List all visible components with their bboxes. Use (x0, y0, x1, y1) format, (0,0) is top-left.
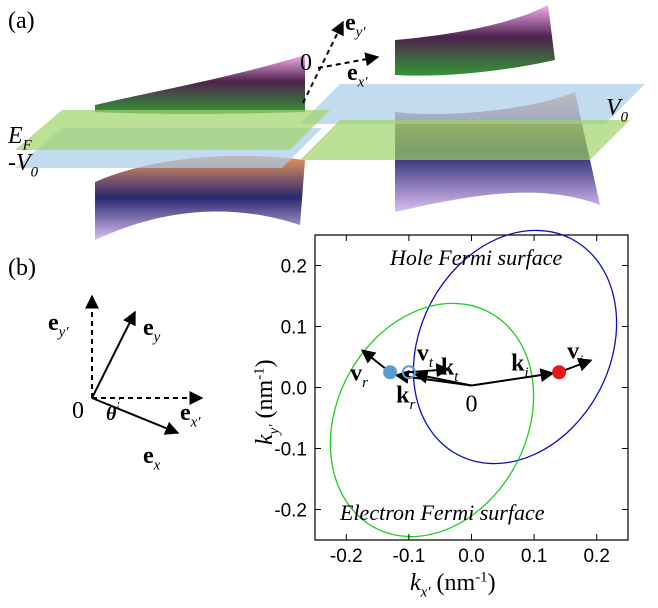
ex-prime-label: ex′ (180, 400, 201, 431)
label-close: ) (488, 570, 496, 596)
panel-label: (a) (8, 8, 35, 34)
label-sub: y′ (354, 25, 367, 41)
label-close: ) (252, 359, 278, 367)
label-sub: 0 (621, 110, 629, 126)
label-sub: x′ (357, 75, 369, 91)
label-main: e (143, 443, 154, 469)
x-tick-label: 0.2 (583, 546, 609, 567)
axis-y-label: ey′ (345, 10, 366, 41)
panel-label: (b) (8, 255, 36, 281)
label-main: k (511, 350, 525, 376)
label-main: k (410, 570, 421, 596)
y-tick-label: -0.2 (274, 501, 307, 522)
label-main: E (7, 123, 23, 149)
label-sub: y′ (57, 325, 70, 341)
vt-label: vt (417, 340, 434, 371)
electron-fermi-surface (291, 268, 573, 573)
kr-label: kr (396, 382, 415, 413)
x-tick-label: 0.1 (521, 546, 547, 567)
y-axis-label: ky′ (nm-1) (252, 359, 283, 445)
label-main: e (347, 60, 358, 86)
label-main: k (252, 434, 278, 445)
label-unit: (nm (431, 570, 476, 596)
x-tick-label: -0.2 (330, 546, 363, 567)
origin-label: 0 (72, 398, 84, 424)
label-sub: x (153, 458, 161, 474)
label-sub: i (579, 353, 583, 369)
figure: (a)EF-V0V0ey′ex′0(b)ey′eyex′ex0θ-0.2-0.1… (0, 0, 658, 608)
vr-label: vr (350, 360, 368, 391)
data-point (384, 366, 396, 378)
label-sub: x′ (420, 585, 432, 601)
label-unit: (nm (252, 379, 278, 424)
label-sub: i (524, 365, 528, 381)
label-main: e (345, 10, 356, 36)
label-main: e (143, 315, 154, 341)
label-sup: -1 (252, 367, 268, 379)
y-tick-label: 0.2 (281, 257, 307, 278)
label-sub: y (152, 330, 161, 346)
label-main: v (350, 360, 362, 386)
label-sub: 0 (31, 165, 39, 181)
y-tick-label: 0.1 (281, 318, 307, 339)
y-tick-label: 0.0 (281, 379, 307, 400)
origin-label: 0 (300, 50, 312, 76)
x-tick-label: 0.0 (458, 546, 484, 567)
y-tick-label: -0.1 (274, 440, 307, 461)
label-main: v (567, 338, 579, 364)
label-main: e (48, 310, 59, 336)
label-sub: t (429, 355, 434, 371)
x-tick-label: -0.1 (393, 546, 426, 567)
label-main: -V (8, 150, 33, 176)
hole-label: Hole Fermi surface (389, 245, 563, 270)
label-main: k (396, 382, 410, 408)
label-sub: r (362, 375, 368, 391)
label-main: v (417, 340, 429, 366)
panel-a-drawing (15, 5, 645, 240)
label-sub: y′ (267, 424, 283, 437)
label-sub: x′ (190, 415, 202, 431)
label-sub: r (409, 397, 415, 413)
label-sup: -1 (475, 570, 487, 586)
ey-label: ey (143, 315, 161, 346)
x-axis-label: kx′ (nm-1) (410, 570, 496, 601)
label-main: e (180, 400, 191, 426)
data-point (553, 366, 565, 378)
ey-prime-label: ey′ (48, 310, 69, 341)
ex-label: ex (143, 443, 161, 474)
theta-label: θ (106, 403, 117, 425)
label-main: k (441, 354, 455, 380)
electron-label: Electron Fermi surface (339, 500, 545, 525)
origin-label: 0 (466, 392, 478, 418)
vi-label: vi (567, 338, 583, 369)
